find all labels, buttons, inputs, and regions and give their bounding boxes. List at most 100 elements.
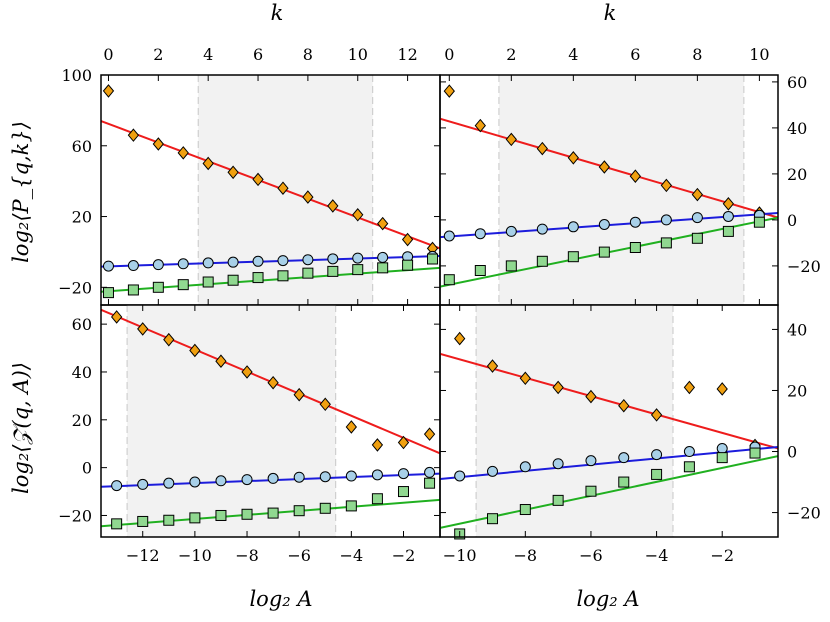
diamond-point	[536, 141, 548, 156]
circle-point	[722, 210, 734, 222]
x-tick-label: 4	[568, 45, 578, 64]
y-tick-label: 100	[61, 66, 92, 85]
circle-point	[552, 458, 564, 470]
series-diamond	[110, 310, 436, 452]
y-tick-label: 40	[787, 320, 807, 339]
square-point	[277, 270, 289, 282]
square-point	[227, 274, 239, 286]
panel-frame	[439, 304, 779, 538]
square-point	[474, 265, 486, 276]
fit-line-red	[440, 352, 778, 450]
square-point	[402, 259, 414, 271]
y-tick-label: −20	[787, 504, 821, 523]
diamond-point	[345, 420, 357, 434]
x-tick-label: −4	[645, 546, 669, 565]
circle-point	[505, 225, 517, 237]
square-point	[749, 447, 761, 459]
circle-point	[629, 216, 641, 228]
diamond-point	[423, 427, 436, 441]
circle-point	[102, 260, 114, 272]
y-tick-label: 20	[787, 381, 807, 400]
series-square	[111, 477, 436, 530]
x-tick-label: −8	[514, 546, 538, 565]
square-point	[651, 468, 663, 480]
diamond-point	[137, 322, 149, 336]
square-point	[618, 476, 630, 488]
diamond-point	[722, 197, 735, 211]
diamond-point	[618, 398, 630, 413]
x-tick-label: −8	[235, 546, 259, 565]
circle-point	[536, 223, 548, 235]
circle-point	[585, 455, 597, 467]
circle-point	[567, 221, 579, 233]
x-tick-label: −6	[579, 546, 603, 565]
square-point	[660, 237, 672, 249]
circle-point	[177, 258, 189, 270]
square-point	[293, 505, 305, 517]
circle-point	[683, 446, 695, 458]
y-tick-label: 0	[82, 459, 92, 478]
square-point	[152, 281, 164, 293]
circle-point	[716, 442, 728, 454]
diamond-point	[519, 371, 531, 386]
circle-point	[327, 253, 339, 265]
y-tick-label: 60	[72, 137, 92, 156]
bottom-x-axis-label-right: log₂ A	[576, 587, 639, 611]
circle-point	[111, 480, 123, 492]
square-point	[427, 253, 439, 265]
square-point	[443, 274, 455, 286]
square-point	[267, 507, 279, 519]
square-point	[319, 502, 331, 514]
square-point	[111, 518, 123, 530]
y-tick-label: −20	[58, 506, 92, 525]
circle-point	[618, 452, 630, 464]
diamond-point	[327, 199, 339, 213]
series-circle	[111, 466, 436, 492]
circle-point	[519, 461, 531, 473]
circle-point	[293, 471, 305, 483]
diamond-point	[567, 151, 579, 165]
circle-point	[252, 255, 264, 267]
fit-window-shade	[127, 305, 336, 537]
diamond-point	[189, 343, 201, 358]
x-tick-label: 0	[444, 45, 454, 64]
circle-point	[127, 260, 139, 272]
circle-point	[443, 230, 455, 242]
bottom-x-axis-label: log₂ A	[249, 587, 312, 611]
panel-top-left: 0 2 4 6 8 10 12 −20 20 60 100	[58, 45, 441, 306]
panel-top-right: 0 2 4 6 8 10 −20 0 20 40 60	[439, 45, 821, 306]
circle-point	[137, 478, 149, 490]
diamond-point	[505, 132, 517, 147]
x-tick-label: 6	[630, 45, 640, 64]
x-tick-label: −10	[178, 546, 212, 565]
circle-point	[241, 474, 253, 486]
square-point	[127, 284, 139, 296]
diamond-point	[691, 187, 704, 202]
square-point	[102, 287, 114, 299]
diamond-point	[227, 165, 239, 180]
circle-point	[163, 477, 175, 489]
circle-point	[454, 470, 466, 482]
x-tick-label: 10	[749, 45, 769, 64]
x-tick-label: 8	[303, 45, 313, 64]
circle-point	[202, 257, 214, 269]
circle-point	[277, 255, 289, 267]
square-point	[722, 225, 734, 237]
circle-point	[215, 475, 227, 487]
diamond-point	[127, 128, 140, 142]
circle-point	[691, 212, 703, 224]
fit-window-shade	[498, 75, 744, 305]
diamond-point	[401, 232, 414, 247]
diamond-point	[252, 172, 264, 187]
diamond-point	[177, 146, 189, 160]
diamond-point	[163, 332, 175, 347]
x-tick-label: 4	[203, 45, 213, 64]
square-point	[137, 515, 149, 527]
square-point	[377, 262, 389, 274]
circle-point	[371, 469, 383, 481]
diamond-point	[397, 435, 410, 450]
diamond-point	[267, 375, 279, 390]
circle-point	[152, 259, 164, 271]
